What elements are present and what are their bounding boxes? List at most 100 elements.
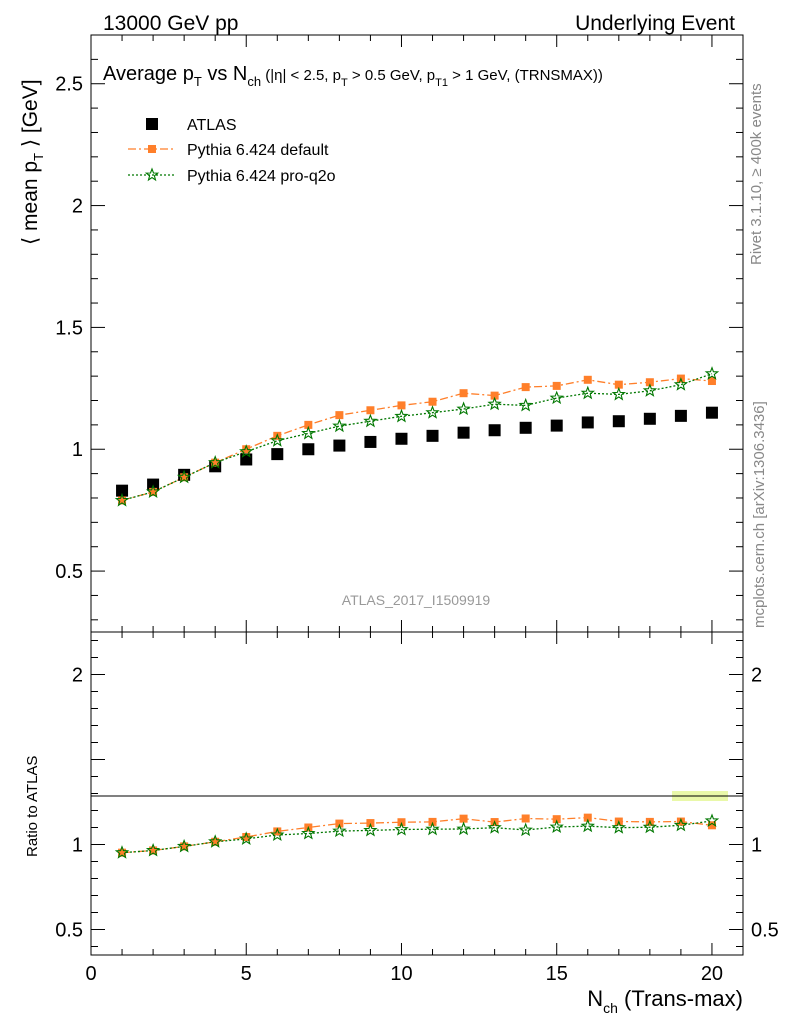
default-point (645, 378, 654, 387)
title-text2: vs N (202, 63, 248, 85)
ratio-proq2o-point (673, 817, 689, 832)
atlas-point (612, 415, 625, 428)
ratio-proq2o-point (332, 823, 347, 838)
default-point (397, 401, 406, 410)
atlas-point (674, 409, 687, 422)
y-tick-label: 0.5 (55, 561, 83, 583)
ratio-proq2o-point (704, 813, 720, 827)
x-tick-label: 20 (701, 963, 723, 985)
atlas-point (116, 484, 129, 497)
ratio-proq2o-point (270, 827, 285, 842)
y-axis-label: ⟨ mean pT ⟩ [GeV] (19, 79, 46, 245)
ratio-proq2o-point (239, 831, 254, 845)
atlas-point (519, 421, 532, 434)
default-point (149, 487, 158, 496)
ratio-y-tick-label: 0.5 (55, 920, 83, 942)
proq2o-point (332, 418, 347, 433)
legend: ATLAS Pythia 6.424 default Pythia 6.424 … (128, 117, 336, 185)
atlas-point (457, 426, 470, 439)
atlas-point (488, 424, 501, 437)
ratio-proq2o-point (363, 822, 378, 837)
title-small3: > 1 GeV, (TRNSMAX)) (448, 67, 603, 84)
ratio-proq2o-point (487, 820, 502, 834)
atlas-point (333, 439, 346, 452)
y-tick-label: 2 (72, 196, 83, 218)
ratio-proq2o-point (611, 820, 626, 834)
default-point (707, 377, 716, 386)
default-point (490, 391, 499, 400)
default-point (552, 381, 561, 390)
default-point (335, 411, 344, 420)
proq2o-point (704, 366, 720, 380)
ratio-y-label: Ratio to ATLAS (24, 756, 41, 857)
default-point (304, 420, 313, 429)
default-point (459, 389, 468, 398)
title-sub2: ch (247, 74, 261, 89)
proq2o-point (549, 390, 564, 405)
ratio-proq2o-point (425, 821, 440, 836)
ratio-proq2o-point (145, 842, 161, 857)
default-point (583, 375, 592, 384)
title-sub4: T1 (435, 77, 448, 89)
series-line-1 (121, 377, 713, 502)
ratio-proq2o-point (301, 825, 316, 840)
atlas-point (302, 443, 315, 456)
ratio-proq2o-point (114, 845, 130, 859)
y-axis-label-sub: T (31, 153, 46, 161)
x-axis-label-sub: ch (603, 1000, 618, 1016)
proq2o-point (239, 444, 254, 458)
atlas-point (550, 419, 563, 432)
x-tick-label: 0 (85, 963, 96, 985)
default-point (211, 458, 220, 467)
ratio-y-tick-label: 1 (72, 835, 83, 857)
ratio-default-point (583, 813, 592, 822)
legend-marker-default (148, 145, 156, 153)
ratio-y-tick-label-right: 2 (751, 665, 762, 687)
ratio-series (114, 813, 720, 859)
y-axis-label-post: ⟩ [GeV] (19, 79, 42, 153)
y-axis-label-pre: ⟨ mean p (19, 161, 42, 245)
atlas-point (581, 416, 594, 429)
main-panel: 0.511.522.5 Average pT vs Nch (|η| < 2.5… (19, 34, 744, 633)
proq2o-point (270, 433, 285, 447)
ratio-proq2o-point (208, 834, 223, 848)
ratio-proq2o-point (176, 838, 192, 853)
default-point (366, 406, 375, 415)
proq2o-point (114, 492, 130, 507)
x-axis-label-post: (Trans-max) (618, 986, 743, 1011)
ratio-frame (90, 631, 744, 956)
proq2o-point (673, 377, 689, 391)
default-point (428, 397, 437, 406)
ratio-y-tick-label-right: 1 (751, 835, 762, 857)
main-series (114, 366, 720, 507)
header-right: Underlying Event (575, 12, 735, 35)
ratio-proq2o-point (518, 822, 533, 837)
ratio-default-point (552, 815, 561, 824)
proq2o-point (425, 405, 440, 419)
atlas-point (271, 448, 284, 461)
proq2o-point (208, 455, 223, 469)
title-small2: > 0.5 GeV, p (348, 67, 435, 84)
ratio-y-tick-label-right: 0.5 (751, 920, 779, 942)
ratio-default-point (521, 814, 530, 823)
default-point (118, 496, 127, 505)
default-point (521, 383, 530, 392)
proq2o-point (642, 383, 658, 397)
watermark: ATLAS_2017_I1509919 (342, 592, 491, 608)
ratio-panel: 0 5 10 15 20 0.5 0.5 1 1 2 2 Ratio to ATLAS Nch (T… (24, 631, 779, 1016)
ratio-proq2o-point (580, 818, 595, 833)
ratio-default-point (180, 842, 189, 851)
title-small: (|η| < 2.5, p (261, 67, 341, 84)
rivet-label: Rivet 3.1.10, ≥ 400k events (748, 83, 765, 265)
legend-marker-atlas (146, 118, 158, 130)
atlas-point (705, 406, 718, 419)
legend-marker-proq2o (144, 167, 160, 182)
ratio-default-point (459, 814, 468, 823)
proq2o-point (518, 397, 533, 412)
legend-label-atlas: ATLAS (187, 117, 237, 134)
default-point (614, 380, 623, 389)
series-line-2 (121, 373, 713, 502)
ratio-proq2o-point (642, 819, 658, 834)
ratio-ticks: 0 5 10 15 20 0.5 0.5 1 1 2 2 (55, 632, 779, 985)
